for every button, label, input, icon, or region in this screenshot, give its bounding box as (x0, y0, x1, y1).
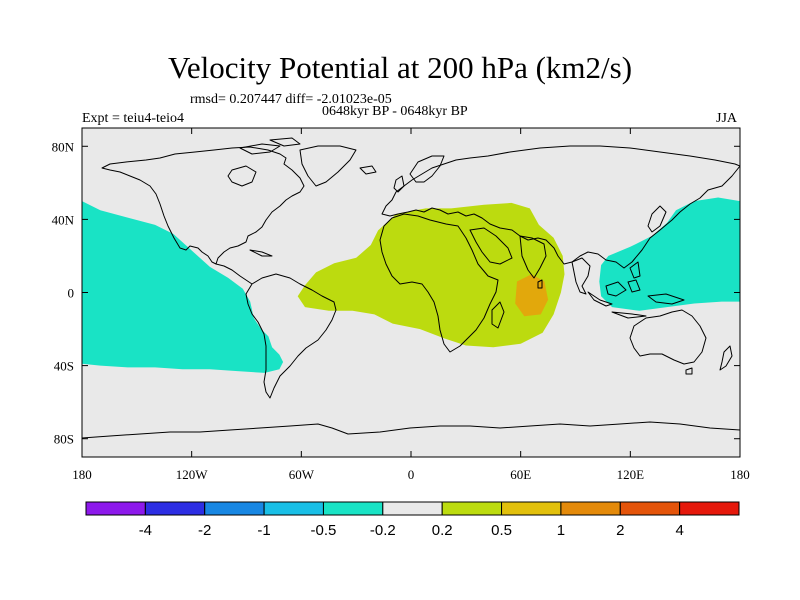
contour-region-maritime-continent-negative (599, 197, 740, 311)
colorbar-swatch (322, 501, 384, 516)
madagascar-coast (491, 301, 505, 329)
plot-title: Velocity Potential at 200 hPa (km2/s) (167, 50, 633, 85)
colorbar-swatch (382, 501, 443, 516)
colorbar-label: 1 (557, 522, 565, 539)
colorbar-swatch (619, 501, 681, 516)
contour-region-indian-ocean-africa-positive (297, 202, 565, 348)
lon-tick-label: 60E (510, 467, 531, 482)
hudson-bay-coast (227, 165, 257, 187)
india-coast (519, 235, 547, 279)
indonesia-coast (587, 261, 685, 319)
lat-tick-label: 80N (52, 139, 75, 154)
colorbar-swatch (85, 501, 146, 516)
scandinavia-coast (409, 155, 445, 183)
lat-tick-label: 0 (68, 286, 75, 301)
africa-coast (379, 213, 499, 353)
sri-lanka-coast (537, 279, 543, 289)
colorbar-swatch (679, 501, 740, 516)
north-america-coast (101, 146, 305, 265)
arctic-islands-coast (239, 137, 301, 155)
contour-region-east-africa-maximum (515, 274, 549, 317)
lat-tick-label: 40S (54, 359, 74, 374)
season-label: JJA (716, 111, 738, 126)
colorbar-label: -1 (257, 522, 270, 539)
indochina-coast (571, 257, 591, 295)
lat-tick-label: 40N (52, 212, 75, 227)
colorbar: -4 -2 -1 -0.5 -0.2 0.2 0.5 1 2 4 (85, 501, 740, 539)
lon-tick-label: 0 (408, 467, 415, 482)
colorbar-swatch (263, 501, 324, 516)
arabia-coast (469, 227, 513, 265)
lon-tick-label: 120E (617, 467, 645, 482)
iceland-coast (359, 165, 377, 175)
colorbar-label: 0.2 (432, 522, 453, 539)
tasmania-coast (685, 367, 693, 375)
new-zealand-coast (719, 345, 733, 371)
lon-tick-label: 120W (176, 467, 209, 482)
colorbar-swatch (204, 501, 265, 516)
cuba-coast (249, 249, 273, 257)
colorbar-swatch (560, 501, 621, 516)
period-label: 0648kyr BP - 0648kyr BP (322, 104, 468, 119)
lon-tick-label: 180 (72, 467, 92, 482)
contour-region-eastern-pacific-negative (82, 201, 284, 373)
greenland-coast (299, 145, 357, 187)
central-america-coast (215, 263, 253, 285)
lon-tick-label: 180 (730, 467, 750, 482)
japan-coast (647, 205, 667, 233)
axis-ticks: 180 120W 60W 0 60E 120E 180 80N 40N 0 40S 80S (52, 128, 750, 482)
colorbar-swatch (144, 501, 206, 516)
colorbar-label: -4 (139, 522, 152, 539)
antarctica-coast (82, 421, 740, 439)
experiment-label: Expt = teiu4-teio4 (82, 111, 184, 126)
australia-coast (629, 309, 707, 365)
great-britain-coast (393, 175, 405, 193)
eurasia-coast (381, 145, 740, 269)
colorbar-label: -0.5 (311, 522, 337, 539)
colorbar-label: 0.5 (491, 522, 512, 539)
velocity-potential-fields (82, 197, 740, 373)
rmsd-diff-stats: rmsd= 0.207447 diff= -2.01023e-05 (190, 92, 392, 107)
colorbar-label: -2 (198, 522, 211, 539)
lat-tick-label: 80S (54, 432, 74, 447)
colorbar-label: 2 (616, 522, 624, 539)
colorbar-swatch (441, 501, 503, 516)
lon-tick-label: 60W (289, 467, 315, 482)
coastlines (82, 137, 740, 439)
colorbar-label: -0.2 (370, 522, 396, 539)
south-america-coast (245, 273, 337, 399)
colorbar-label: 4 (675, 522, 683, 539)
colorbar-swatch (501, 501, 562, 516)
